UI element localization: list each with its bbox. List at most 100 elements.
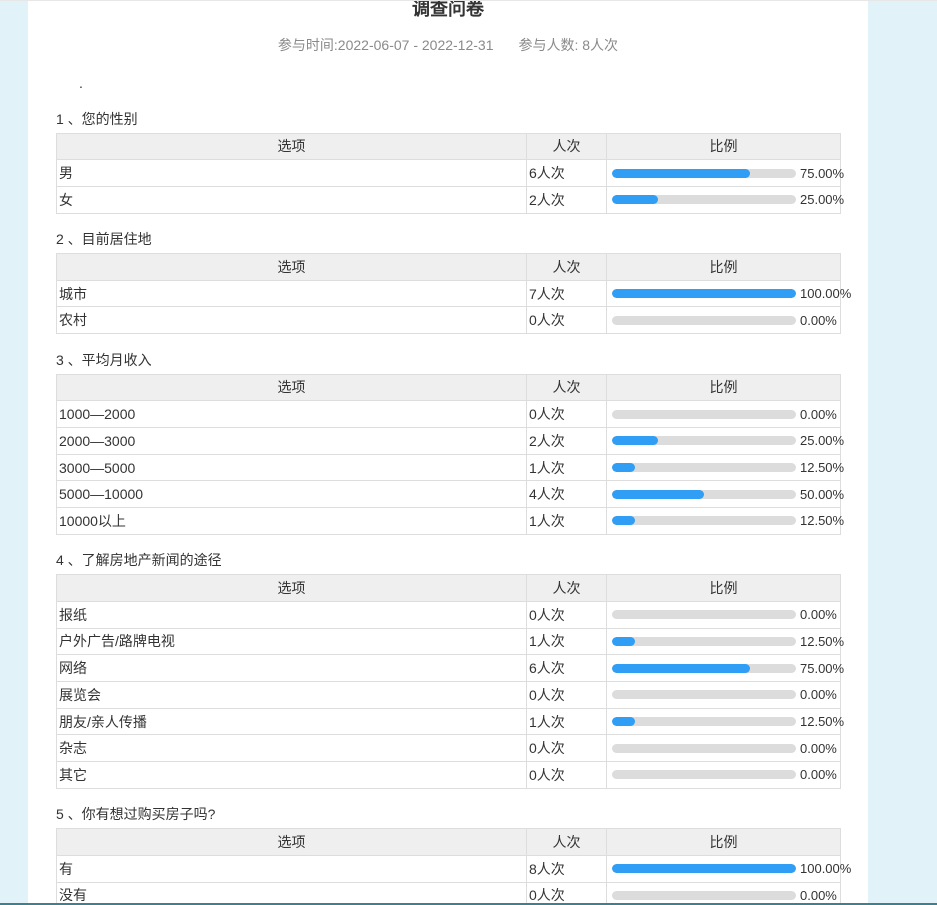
- progress-bar-fill: [612, 436, 658, 446]
- table-row: 报纸 0人次 0.00%: [56, 600, 841, 629]
- ratio-cell: 75.00%: [606, 654, 844, 682]
- ratio-cell: 0.00%: [606, 761, 841, 789]
- participation-time: 参与时间:2022-06-07 - 2022-12-31: [277, 37, 494, 53]
- ratio-bar-group: 0.00%: [612, 687, 838, 702]
- option-cell: 展览会: [56, 681, 527, 709]
- ratio-cell: 100.00%: [606, 279, 851, 308]
- table-header-row: 选项 人次 比例: [56, 828, 841, 856]
- percent-value: 100.00%: [800, 861, 852, 877]
- percent-value: 12.50%: [800, 460, 845, 476]
- progress-bar-track: [612, 289, 796, 299]
- option-cell: 报纸: [56, 600, 527, 629]
- ratio-bar-group: 100.00%: [612, 286, 851, 301]
- ratio-cell: 0.00%: [606, 681, 841, 709]
- ratio-bar-group: 12.50%: [612, 714, 844, 729]
- progress-bar-track: [612, 743, 796, 753]
- ratio-bar-group: 75.00%: [612, 661, 844, 676]
- survey-meta: 参与时间:2022-06-07 - 2022-12-31 参与人数: 8人次: [56, 36, 840, 55]
- question-section: 1 、您的性别 选项 人次 比例 男 6人次 75.00%: [56, 109, 845, 214]
- question-list: 1 、您的性别 选项 人次 比例 男 6人次 75.00%: [56, 109, 851, 905]
- ratio-bar-group: 12.50%: [612, 634, 844, 649]
- percent-value: 50.00%: [800, 486, 845, 502]
- progress-bar-track: [612, 168, 796, 178]
- column-header-ratio: 比例: [606, 253, 841, 281]
- progress-bar-fill: [612, 516, 635, 526]
- ratio-cell: 12.50%: [606, 453, 845, 482]
- percent-value: 12.50%: [800, 714, 845, 730]
- column-header-option: 选项: [56, 574, 527, 602]
- table-row: 有 8人次 100.00%: [56, 854, 851, 883]
- progress-bar-track: [612, 436, 796, 446]
- progress-bar-track: [612, 610, 796, 620]
- option-cell: 5000—10000: [56, 480, 527, 509]
- progress-bar-track: [612, 717, 796, 727]
- ratio-cell: 12.50%: [606, 507, 845, 535]
- count-cell: 8人次: [526, 854, 607, 883]
- table-row: 男 6人次 75.00%: [56, 159, 844, 187]
- progress-bar-track: [612, 463, 796, 473]
- question-section: 3 、平均月收入 选项 人次 比例 1000—2000 0人次 0.00%: [56, 350, 845, 535]
- progress-bar-fill: [612, 289, 796, 299]
- option-cell: 朋友/亲人传播: [56, 707, 527, 736]
- question-section: 4 、了解房地产新闻的途径 选项 人次 比例 报纸 0人次 0.00%: [56, 550, 844, 789]
- progress-bar-fill: [612, 663, 750, 673]
- count-cell: 4人次: [526, 480, 607, 509]
- column-header-ratio: 比例: [606, 828, 841, 856]
- count-cell: 0人次: [526, 600, 607, 629]
- table-row: 没有 0人次 0.00%: [56, 881, 841, 905]
- result-table: 选项 人次 比例 1000—2000 0人次 0.00% 2000—3000 2…: [56, 373, 845, 535]
- table-row: 城市 7人次 100.00%: [56, 279, 851, 308]
- option-cell: 网络: [56, 654, 527, 682]
- option-cell: 3000—5000: [56, 453, 527, 482]
- option-cell: 杂志: [56, 734, 527, 763]
- progress-bar-fill: [612, 489, 704, 499]
- count-cell: 1人次: [526, 707, 607, 736]
- question-section: 5 、你有想过购买房子吗? 选项 人次 比例 有 8人次 100.00%: [56, 804, 851, 905]
- progress-bar-fill: [612, 463, 635, 473]
- percent-value: 0.00%: [800, 767, 837, 783]
- count-cell: 0人次: [526, 881, 607, 905]
- ratio-bar-group: 0.00%: [612, 767, 838, 782]
- column-header-option: 选项: [56, 828, 527, 856]
- percent-value: 12.50%: [800, 513, 845, 529]
- percent-value: 0.00%: [800, 406, 837, 422]
- ratio-cell: 0.00%: [606, 400, 841, 428]
- table-row: 农村 0人次 0.00%: [56, 306, 841, 335]
- table-row: 杂志 0人次 0.00%: [56, 734, 841, 763]
- table-row: 朋友/亲人传播 1人次 12.50%: [56, 707, 844, 736]
- question-label: 3 、平均月收入: [56, 351, 152, 368]
- ratio-bar-group: 0.00%: [612, 741, 838, 756]
- table-row: 网络 6人次 75.00%: [56, 654, 844, 682]
- percent-value: 25.00%: [800, 192, 845, 208]
- count-cell: 1人次: [526, 453, 607, 482]
- progress-bar-track: [612, 864, 796, 874]
- column-header-count: 人次: [526, 253, 607, 281]
- percent-value: 0.00%: [800, 887, 837, 903]
- percent-value: 0.00%: [800, 740, 837, 756]
- ratio-cell: 75.00%: [606, 159, 844, 187]
- progress-bar-track: [612, 195, 796, 205]
- percent-value: 0.00%: [800, 687, 837, 703]
- percent-value: 25.00%: [800, 433, 845, 449]
- progress-bar-track: [612, 636, 796, 646]
- table-header-row: 选项 人次 比例: [56, 373, 841, 402]
- option-cell: 户外广告/路牌电视: [56, 627, 527, 656]
- ratio-cell: 12.50%: [606, 627, 844, 656]
- survey-description: .: [79, 75, 83, 91]
- result-table: 选项 人次 比例 男 6人次 75.00% 女 2人次: [56, 132, 845, 214]
- progress-bar-fill: [612, 717, 635, 727]
- option-cell: 男: [56, 159, 527, 187]
- count-cell: 2人次: [526, 427, 607, 455]
- option-cell: 10000以上: [56, 507, 527, 535]
- count-cell: 0人次: [526, 400, 607, 428]
- question-label: 5 、你有想过购买房子吗?: [56, 806, 216, 823]
- ratio-bar-group: 75.00%: [612, 166, 844, 181]
- question-label: 1 、您的性别: [56, 110, 138, 127]
- table-row: 10000以上 1人次 12.50%: [56, 507, 845, 535]
- option-cell: 1000—2000: [56, 400, 527, 428]
- question-section: 2 、目前居住地 选项 人次 比例 城市 7人次 100.00%: [56, 229, 851, 335]
- count-cell: 0人次: [526, 306, 607, 335]
- progress-bar-track: [612, 770, 796, 780]
- count-cell: 7人次: [526, 279, 607, 308]
- percent-value: 0.00%: [800, 607, 837, 623]
